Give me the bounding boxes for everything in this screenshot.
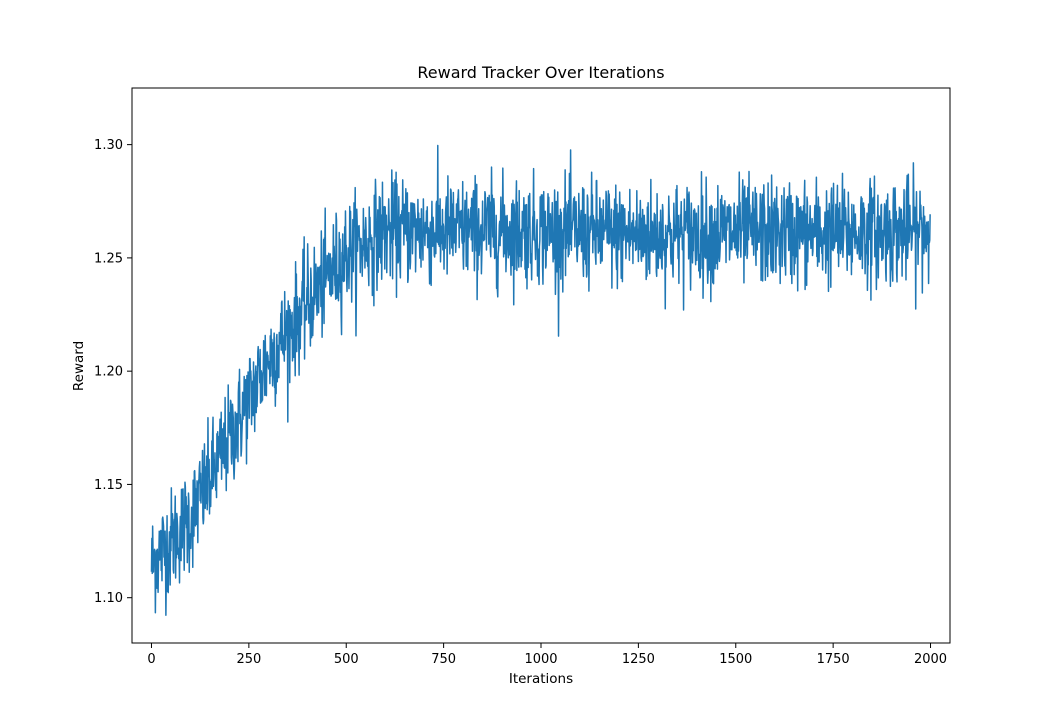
x-tick-label: 500 <box>334 652 359 667</box>
y-tick-label: 1.15 <box>94 478 123 493</box>
x-tick-label: 750 <box>431 652 456 667</box>
chart-title: Reward Tracker Over Iterations <box>417 63 664 82</box>
y-tick-label: 1.30 <box>94 138 123 153</box>
x-tick-label: 1000 <box>524 652 557 667</box>
x-tick-label: 2000 <box>914 652 947 667</box>
x-tick-label: 0 <box>147 652 155 667</box>
x-tick-label: 250 <box>236 652 261 667</box>
y-tick-label: 1.20 <box>94 365 123 380</box>
reward-series-line <box>150 144 931 616</box>
y-axis-label: Reward <box>71 341 87 391</box>
y-axis-ticks: 1.10 1.15 1.20 1.25 1.30 <box>94 138 132 606</box>
x-tick-label: 1750 <box>817 652 850 667</box>
x-axis-label: Iterations <box>509 671 573 687</box>
y-tick-label: 1.25 <box>94 251 123 266</box>
x-tick-label: 1250 <box>622 652 655 667</box>
x-axis-ticks: 0 250 500 750 1000 1250 1500 1750 2000 <box>147 643 947 667</box>
y-tick-label: 1.10 <box>94 591 123 606</box>
x-tick-label: 1500 <box>719 652 752 667</box>
